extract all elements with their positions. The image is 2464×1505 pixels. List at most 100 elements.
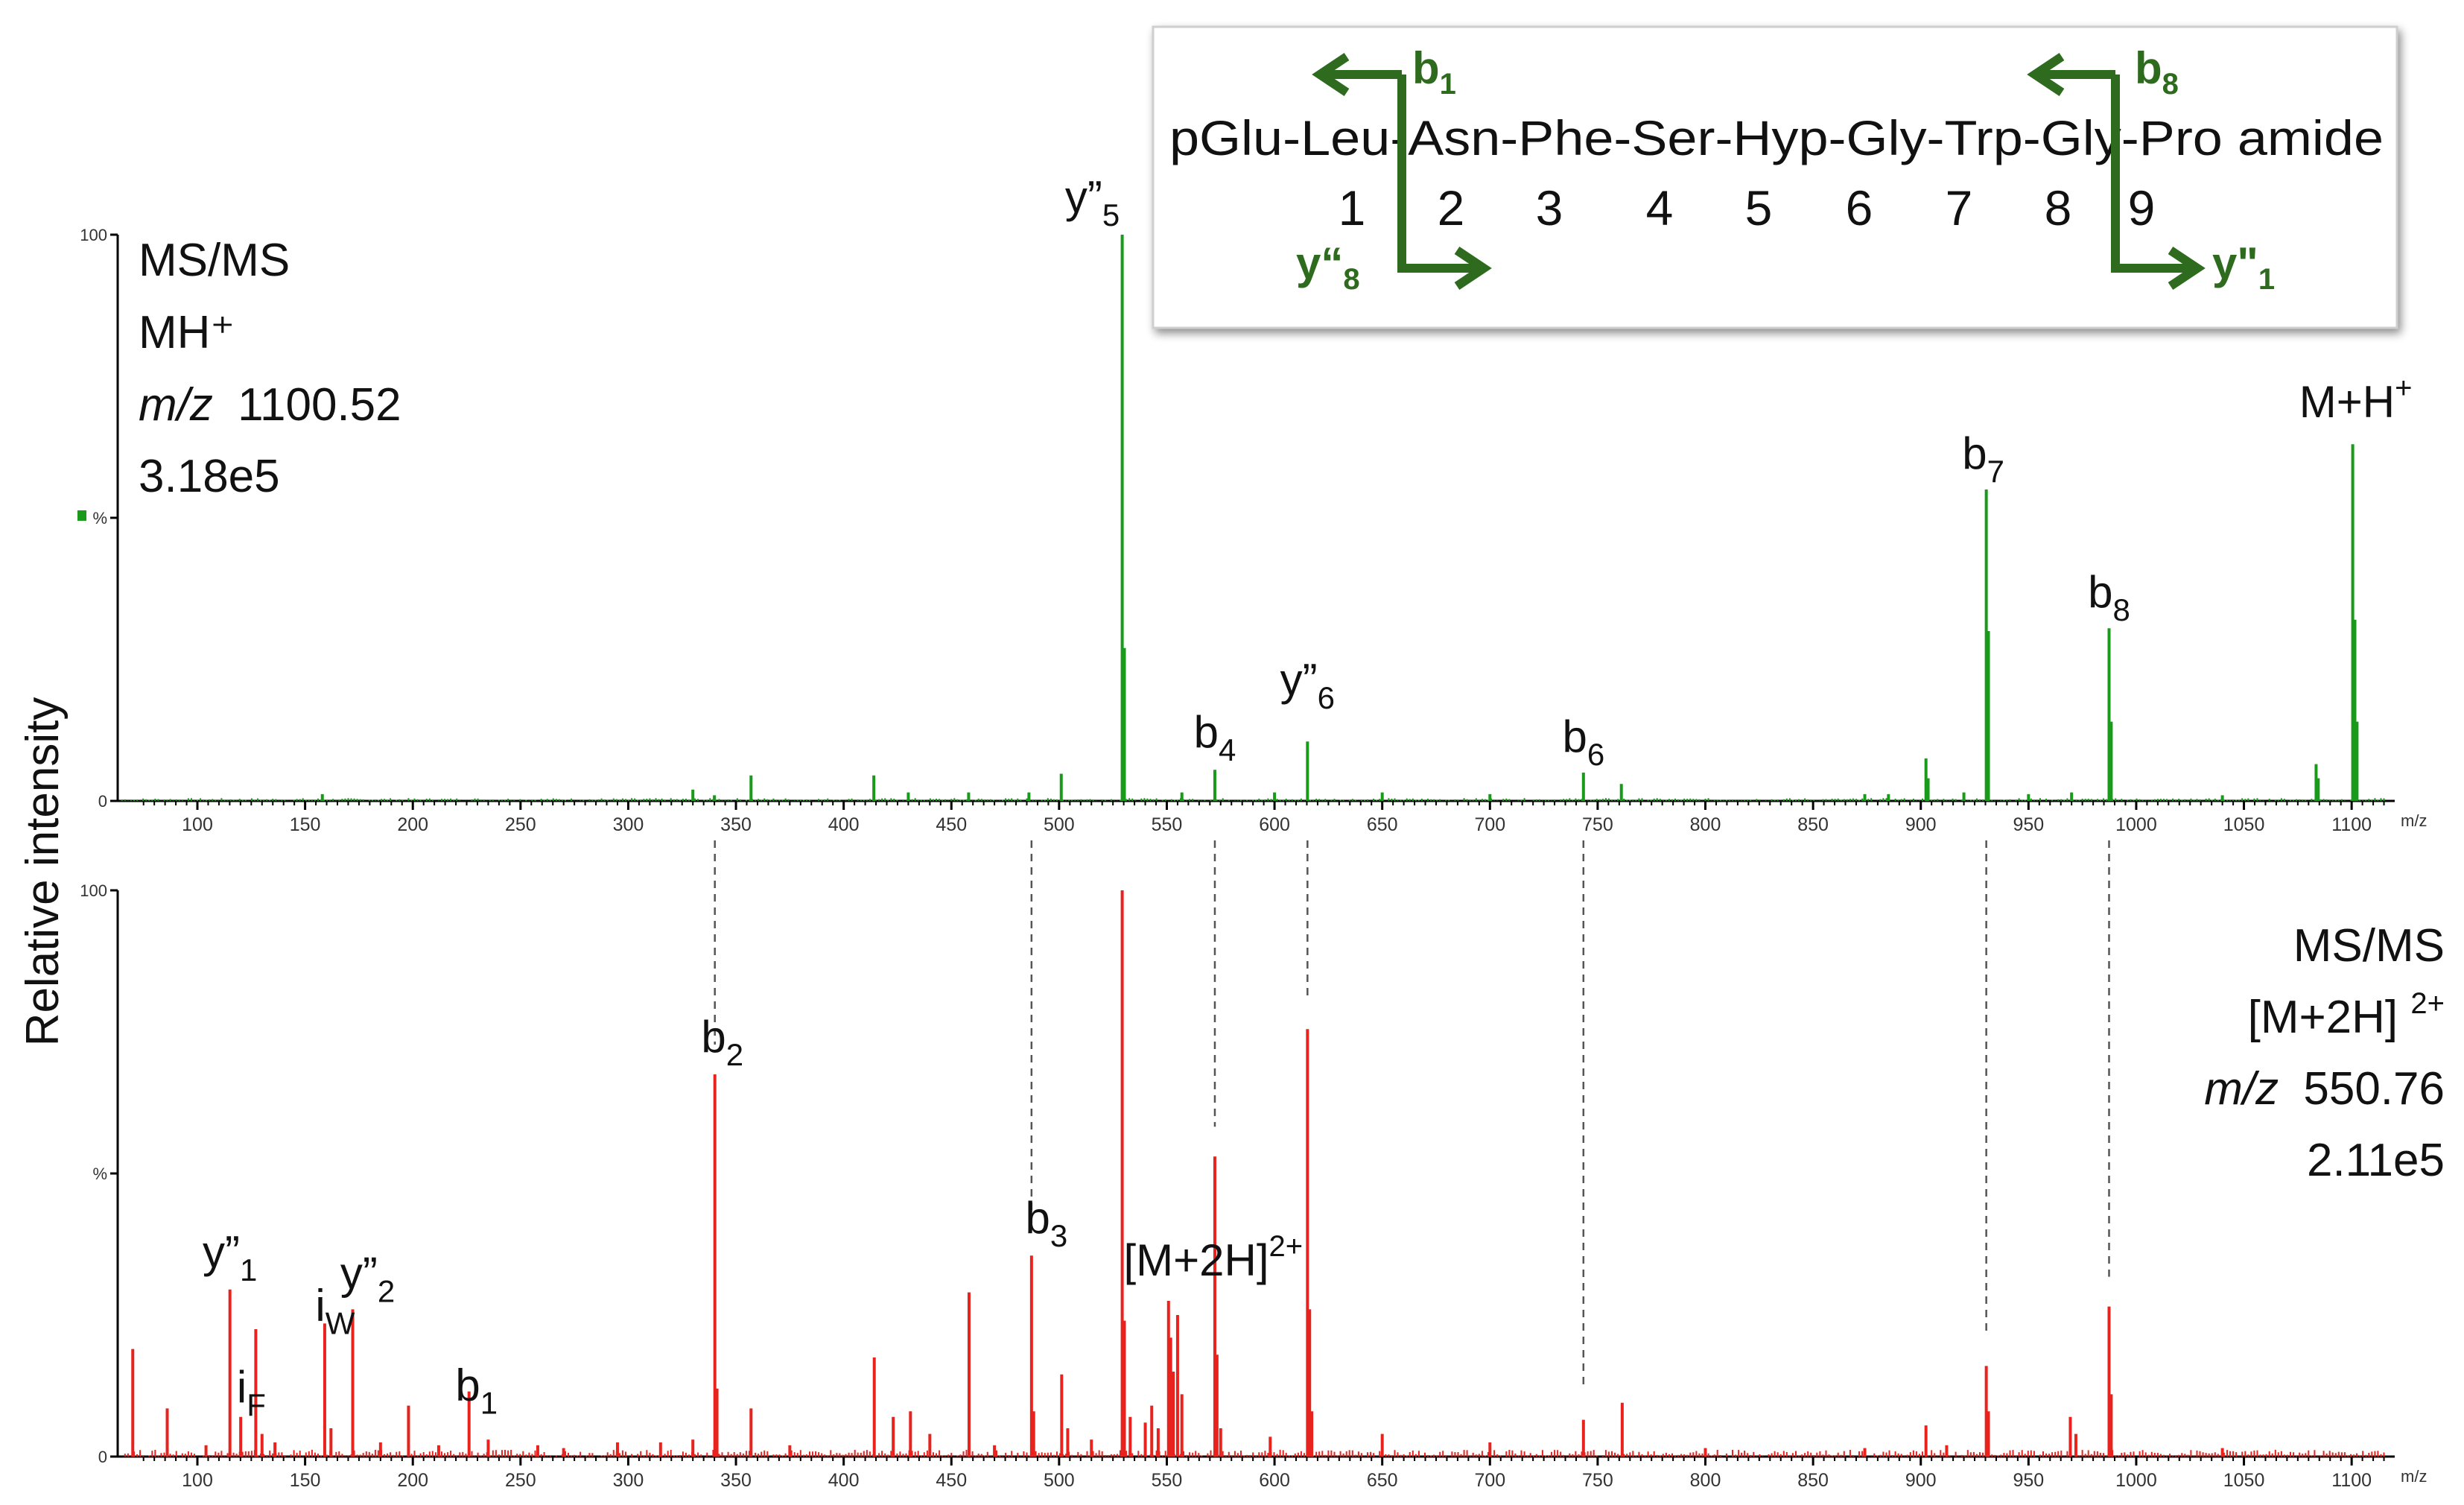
x-tick-label: 700	[1474, 814, 1505, 835]
x-tick-label: 1000	[2115, 1470, 2157, 1491]
bottom-info-block: MS/MS [M+2H] 2+ m/z 550.76 2.11e5	[2204, 920, 2445, 1186]
cleavage-arrow-b1-y8	[1312, 53, 1492, 290]
bottom-info-line-1: MS/MS	[2293, 920, 2445, 972]
residue-position: 2	[1438, 180, 1465, 235]
bottom-info-line-3: m/z 550.76	[2204, 1063, 2445, 1115]
x-tick-label: 500	[1044, 814, 1075, 835]
residue-position: 1	[1339, 180, 1366, 235]
bottom-info-mz-value: 550.76	[2303, 1063, 2445, 1115]
peak-label: b3	[1025, 1193, 1067, 1253]
baseline-noise	[121, 1449, 2385, 1457]
fragment-y1-sub: 1	[2258, 263, 2275, 296]
peak-label: b6	[1562, 712, 1604, 772]
peak-label: b1	[455, 1360, 498, 1421]
residue-position: 8	[2045, 180, 2072, 235]
x-tick-label: 1050	[2223, 814, 2265, 835]
arrow-left-head-1	[1312, 53, 1350, 96]
x-tick-label: 450	[936, 814, 967, 835]
fragment-b8-base: b	[2135, 43, 2162, 93]
x-tick-label: 450	[936, 1470, 967, 1491]
x-tick-label: 1100	[2331, 814, 2372, 835]
x-tick-label: 200	[397, 814, 428, 835]
residue-position: 3	[1536, 180, 1563, 235]
y-tick-label: 100	[80, 881, 107, 900]
peak-label: M+H+	[2299, 372, 2413, 427]
x-tick-label: 150	[290, 1470, 321, 1491]
cleavage-arrow-b8-y1	[2027, 53, 2206, 290]
fragment-b1-sub: 1	[1440, 68, 1456, 101]
x-tick-label: 250	[505, 814, 536, 835]
arrow-b8-line	[2111, 75, 2196, 273]
x-tick-label: 100	[182, 814, 213, 835]
top-peak-labels: y”5 b4 y”6 b6 b7 b8 M+H+	[1065, 172, 2413, 772]
bottom-info-mz-prefix: m/z	[2204, 1063, 2279, 1115]
peak-label: [M+2H]2+	[1123, 1230, 1303, 1285]
residue-positions: 1 2 3 4 5 6 7 8 9	[1339, 180, 2156, 235]
peak-label: y”6	[1280, 655, 1335, 715]
fragment-y1-label: y"1	[2212, 238, 2275, 296]
residue-position: 9	[2128, 180, 2156, 235]
x-tick-label: 650	[1367, 1470, 1398, 1491]
peak-label: y”2	[340, 1248, 395, 1308]
arrow-right-head-1	[1454, 247, 1492, 290]
top-info-line-3: m/z 1100.52	[139, 379, 401, 431]
y-tick-label: 100	[80, 226, 107, 244]
x-tick-label: 650	[1367, 814, 1398, 835]
peak-label: b7	[1962, 428, 2004, 489]
baseline-noise	[121, 798, 2385, 801]
top-info-line-1: MS/MS	[139, 235, 290, 286]
x-tick-label: 800	[1690, 1470, 1721, 1491]
bottom-peak-labels: y”1 iF iWy”2 b1 b2 b3 [M+2H]2+	[203, 1012, 1303, 1422]
bottom-info-line-4: 2.11e5	[2307, 1135, 2445, 1186]
x-tick-label: 850	[1797, 1470, 1829, 1491]
x-tick-label: 100	[182, 1470, 213, 1491]
x-tick-label: 500	[1044, 1470, 1075, 1491]
x-tick-label: 250	[505, 1470, 536, 1491]
x-unit-label: m/z	[2401, 1467, 2427, 1486]
peak-label: b8	[2088, 567, 2130, 627]
x-tick-label: 550	[1152, 814, 1183, 835]
peak-label: iF	[237, 1362, 266, 1422]
peak-label: y”1	[203, 1227, 257, 1287]
x-tick-label: 600	[1259, 1470, 1290, 1491]
top-info-block: MS/MS MH⁺ m/z 1100.52 3.18e5	[139, 235, 401, 502]
fragment-y1-base: y"	[2212, 238, 2258, 288]
fragment-b8-sub: 8	[2162, 68, 2179, 101]
arrow-b1-line	[1397, 75, 1482, 273]
x-tick-label: 300	[613, 814, 644, 835]
x-tick-label: 750	[1582, 814, 1613, 835]
top-info-line-2: MH⁺	[139, 307, 235, 358]
residue-position: 6	[1846, 180, 1873, 235]
top-info-mz-prefix: m/z	[139, 379, 213, 431]
bottom-peaks	[121, 890, 2385, 1457]
bottom-axes: 100% 0 100 150 200 250 300 350 400 450 500 550 600 65…	[80, 881, 2427, 1491]
top-info-line-4: 3.18e5	[139, 451, 280, 502]
residue-position: 7	[1946, 180, 1973, 235]
x-tick-label: 1100	[2331, 1470, 2372, 1491]
peak-label: y”5	[1065, 172, 1120, 232]
sequence-inset: pGlu-Leu-Asn-Phe-Ser-Hyp-Gly-Trp-Gly-Pro…	[1152, 25, 2398, 329]
x-tick-label: 1050	[2223, 1470, 2265, 1491]
x-tick-label: 1000	[2115, 814, 2157, 835]
x-tick-label: 900	[1905, 814, 1937, 835]
x-tick-label: 750	[1582, 1470, 1613, 1491]
peptide-sequence: pGlu-Leu-Asn-Phe-Ser-Hyp-Gly-Trp-Gly-Pro…	[1169, 110, 2384, 165]
x-tick-label: 400	[828, 1470, 860, 1491]
top-legend-marker	[77, 510, 86, 521]
x-tick-label: 350	[720, 1470, 752, 1491]
x-tick-label: 850	[1797, 814, 1829, 835]
y-tick-label: %	[92, 509, 107, 527]
arrow-right-head-8	[2168, 247, 2206, 290]
x-tick-label: 350	[720, 814, 752, 835]
peak-label: iW	[315, 1280, 355, 1340]
x-tick-label: 400	[828, 814, 860, 835]
x-tick-label: 200	[397, 1470, 428, 1491]
x-tick-label: 150	[290, 814, 321, 835]
x-unit-label: m/z	[2401, 811, 2427, 830]
top-peaks	[121, 235, 2385, 801]
x-tick-label: 300	[613, 1470, 644, 1491]
x-tick-label: 950	[2013, 814, 2044, 835]
y-tick-label: 0	[98, 1448, 107, 1466]
